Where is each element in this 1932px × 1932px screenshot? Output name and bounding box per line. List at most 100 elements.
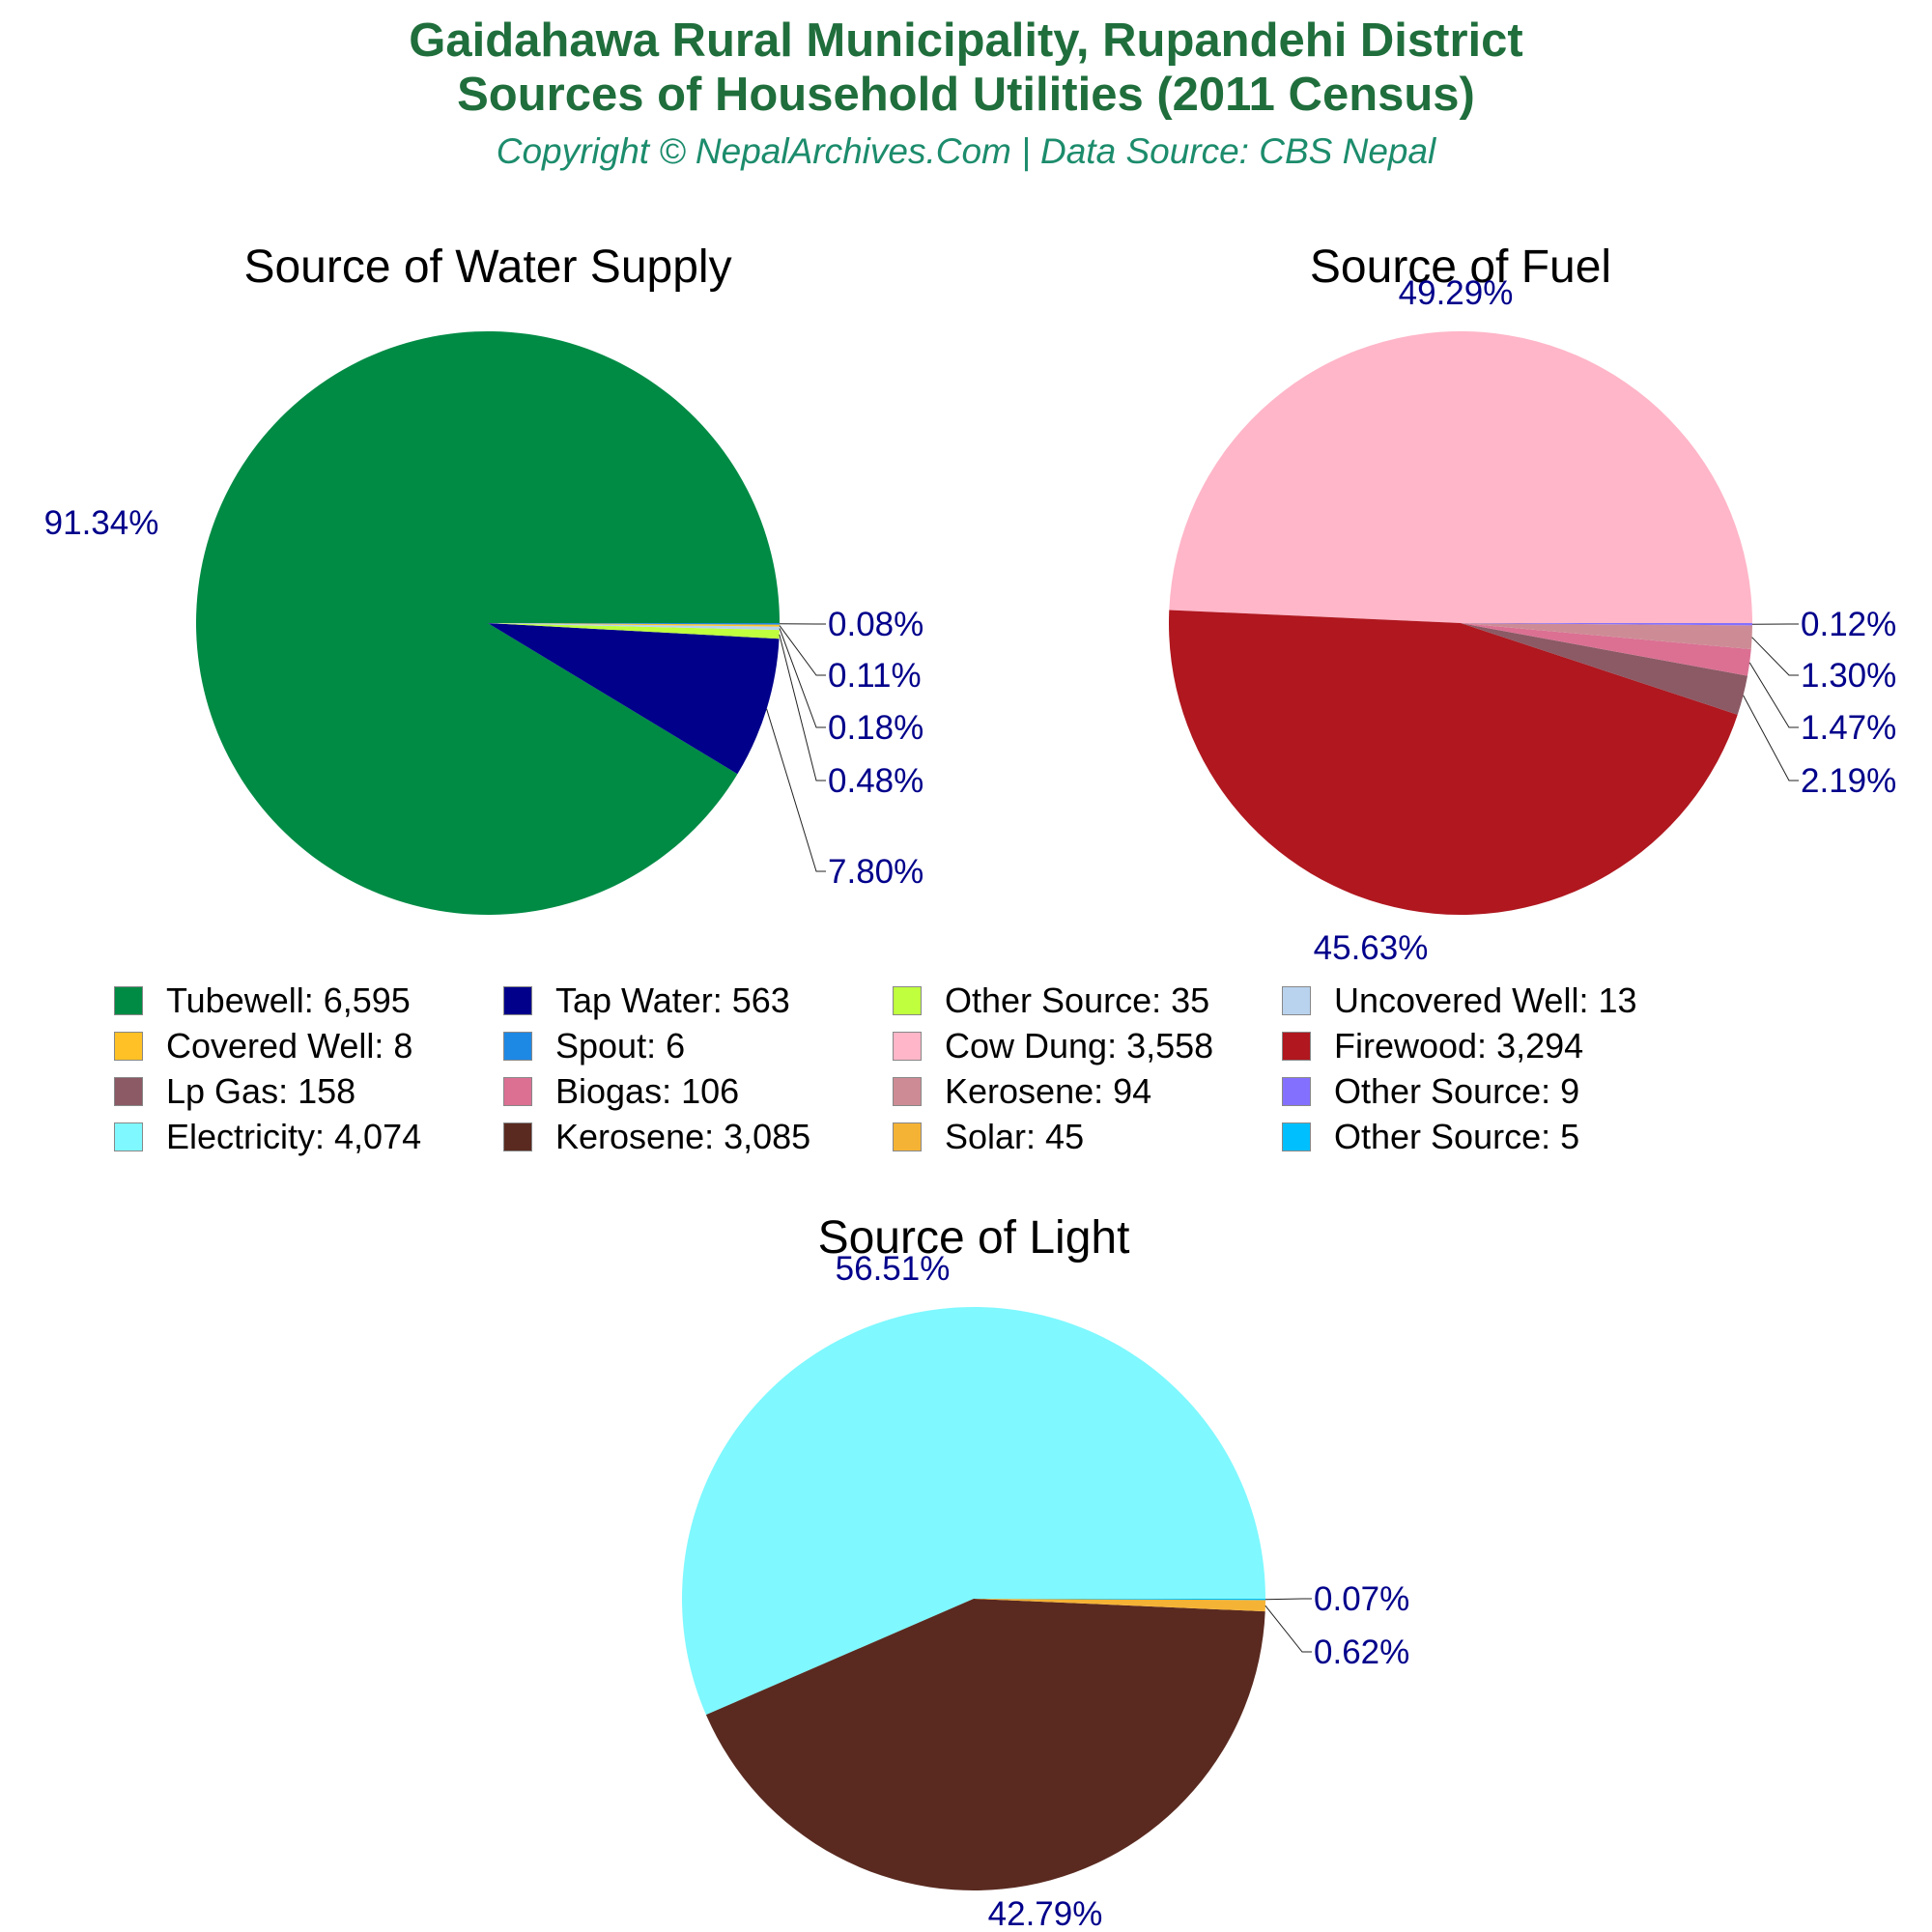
copyright-text: Copyright © NepalArchives.Com | Data Sou… bbox=[496, 131, 1436, 171]
title-line-1: Gaidahawa Rural Municipality, Rupandehi … bbox=[409, 14, 1523, 67]
legend-label: Other Source: 9 bbox=[1334, 1071, 1580, 1111]
pie-percent-label: 91.34% bbox=[44, 504, 159, 542]
pie-title: Source of Water Supply bbox=[243, 242, 731, 293]
pie-slice-solar bbox=[974, 1599, 1265, 1612]
pie-slice-lp-gas bbox=[1461, 623, 1748, 715]
pie-percent-label: 0.11% bbox=[828, 657, 922, 695]
legend-label: Other Source: 5 bbox=[1334, 1117, 1580, 1156]
legend-swatch bbox=[1282, 1077, 1311, 1106]
pie-percent-label: 7.80% bbox=[828, 853, 923, 891]
legend-item: Tap Water: 563 bbox=[503, 979, 790, 1023]
legend-swatch bbox=[503, 986, 532, 1015]
pie-leader-line bbox=[1748, 662, 1799, 728]
legend-swatch bbox=[893, 986, 922, 1015]
legend-label: Solar: 45 bbox=[945, 1117, 1085, 1156]
legend-swatch bbox=[114, 1077, 143, 1106]
legend-label: Firewood: 3,294 bbox=[1334, 1026, 1584, 1065]
legend-label: Electricity: 4,074 bbox=[166, 1117, 422, 1156]
legend-item: Firewood: 3,294 bbox=[1282, 1024, 1583, 1068]
legend-item: Biogas: 106 bbox=[503, 1069, 739, 1114]
legend-label: Cow Dung: 3,558 bbox=[945, 1026, 1214, 1065]
legend-swatch bbox=[114, 986, 143, 1015]
pie-leader-line bbox=[1264, 1598, 1312, 1601]
pie-slice-cow-dung bbox=[1169, 330, 1752, 623]
pie-slice-kerosene bbox=[1461, 623, 1752, 650]
legend-label: Kerosene: 3,085 bbox=[555, 1117, 811, 1156]
legend-label: Kerosene: 94 bbox=[945, 1071, 1152, 1111]
legend-swatch bbox=[114, 1122, 143, 1151]
pie-leader-line bbox=[779, 628, 826, 728]
legend-item: Covered Well: 8 bbox=[114, 1024, 412, 1068]
pie-slice-biogas bbox=[1461, 623, 1751, 676]
chart-main-title: Gaidahawa Rural Municipality, Rupandehi … bbox=[0, 14, 1932, 122]
pie-leader-line bbox=[1264, 1605, 1312, 1653]
pie-leader-line bbox=[1751, 637, 1799, 676]
legend-item: Other Source: 9 bbox=[1282, 1069, 1579, 1114]
pie-percent-label: 42.79% bbox=[988, 1895, 1103, 1932]
legend-swatch bbox=[1282, 986, 1311, 1015]
legend-label: Uncovered Well: 13 bbox=[1334, 980, 1637, 1020]
pie-percent-label: 0.12% bbox=[1801, 606, 1896, 643]
pie-percent-label: 0.07% bbox=[1314, 1580, 1409, 1618]
pie-percent-label: 0.62% bbox=[1314, 1634, 1409, 1671]
legend-item: Lp Gas: 158 bbox=[114, 1069, 355, 1114]
pie-leader-line bbox=[766, 708, 826, 872]
legend-item: Kerosene: 94 bbox=[893, 1069, 1151, 1114]
pie-slice-covered-well bbox=[488, 623, 780, 627]
pie-slice-other-source bbox=[488, 623, 780, 639]
legend-item: Kerosene: 3,085 bbox=[503, 1115, 810, 1159]
legend-label: Other Source: 35 bbox=[945, 980, 1210, 1020]
pie-percent-label: 56.51% bbox=[836, 1250, 951, 1288]
legend-item: Cow Dung: 3,558 bbox=[893, 1024, 1213, 1068]
pie-slice-electricity bbox=[682, 1307, 1265, 1716]
pie-title: Source of Light bbox=[818, 1212, 1130, 1264]
legend-swatch bbox=[1282, 1032, 1311, 1061]
pie-slice-firewood bbox=[1168, 610, 1738, 915]
pie-title: Source of Fuel bbox=[1310, 242, 1611, 293]
pie-slice-tubewell bbox=[195, 331, 780, 916]
legend-item: Solar: 45 bbox=[893, 1115, 1084, 1159]
legend-label: Covered Well: 8 bbox=[166, 1026, 413, 1065]
pie-percent-label: 2.19% bbox=[1801, 762, 1896, 800]
legend-item: Other Source: 5 bbox=[1282, 1115, 1579, 1159]
legend-label: Biogas: 106 bbox=[555, 1071, 740, 1111]
legend-swatch bbox=[893, 1032, 922, 1061]
legend-item: Other Source: 35 bbox=[893, 979, 1209, 1023]
pie-slice-other-source bbox=[1461, 623, 1752, 626]
legend-swatch bbox=[114, 1032, 143, 1061]
legend-swatch bbox=[893, 1122, 922, 1151]
pie-percent-label: 1.30% bbox=[1801, 657, 1896, 695]
legend-label: Lp Gas: 158 bbox=[166, 1071, 356, 1111]
pie-chart-1: Source of Water Supply 91.34% 7.80% 0.48% 0.… bbox=[44, 242, 923, 916]
legend-swatch bbox=[503, 1077, 532, 1106]
legend-item: Spout: 6 bbox=[503, 1024, 685, 1068]
legend-swatch bbox=[503, 1032, 532, 1061]
pie-percent-label: 49.29% bbox=[1399, 274, 1514, 312]
legend-label: Spout: 6 bbox=[555, 1026, 686, 1065]
legend-swatch bbox=[503, 1122, 532, 1151]
legend-item: Electricity: 4,074 bbox=[114, 1115, 421, 1159]
pie-slice-tap-water bbox=[488, 623, 780, 775]
pie-leader-line bbox=[779, 634, 826, 781]
legend-item: Uncovered Well: 13 bbox=[1282, 979, 1637, 1023]
legend-swatch bbox=[893, 1077, 922, 1106]
pie-percent-label: 1.47% bbox=[1801, 709, 1896, 747]
pie-percent-label: 0.18% bbox=[828, 709, 923, 747]
pie-slice-kerosene bbox=[705, 1599, 1265, 1891]
legend-item: Tubewell: 6,595 bbox=[114, 979, 411, 1023]
legend-label: Tubewell: 6,595 bbox=[166, 980, 411, 1020]
pie-slice-spout bbox=[488, 623, 781, 625]
pie-leader-line bbox=[779, 625, 826, 676]
pie-percent-label: 45.63% bbox=[1314, 929, 1429, 967]
pie-slice-other-source bbox=[974, 1599, 1266, 1601]
pie-percent-label: 0.08% bbox=[828, 606, 923, 643]
title-line-2: Sources of Household Utilities (2011 Cen… bbox=[457, 69, 1475, 121]
pie-leader-line bbox=[1743, 695, 1799, 781]
pie-slice-uncovered-well bbox=[488, 623, 780, 631]
pie-percent-label: 0.48% bbox=[828, 762, 923, 800]
legend-label: Tap Water: 563 bbox=[555, 980, 790, 1020]
legend-swatch bbox=[1282, 1122, 1311, 1151]
